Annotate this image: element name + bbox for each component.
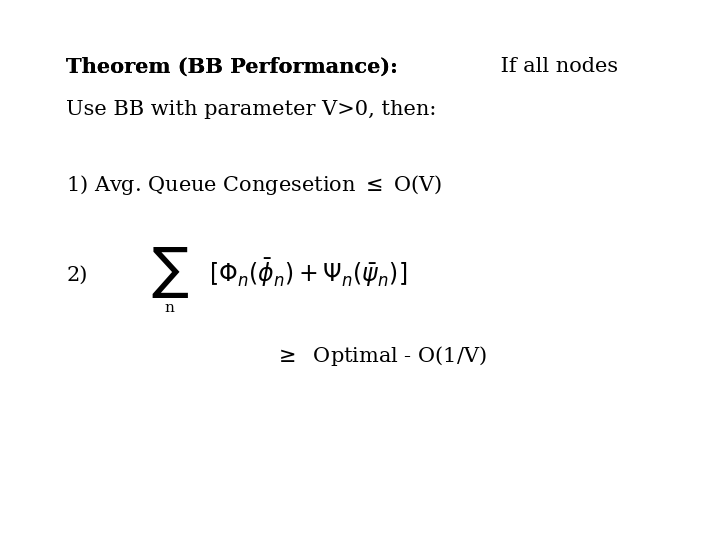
- Text: $\geq$  Optimal - O(1/V): $\geq$ Optimal - O(1/V): [274, 345, 487, 368]
- Text: Use BB with parameter V>0, then:: Use BB with parameter V>0, then:: [66, 100, 436, 119]
- Text: 1) Avg. Queue Congesetion $\leq$ O(V): 1) Avg. Queue Congesetion $\leq$ O(V): [66, 173, 443, 197]
- Text: n: n: [164, 301, 174, 315]
- Text: If all nodes: If all nodes: [495, 57, 618, 76]
- Text: Theorem (BB Performance):: Theorem (BB Performance):: [66, 57, 398, 77]
- Text: Theorem (BB Performance): If all nodes: Theorem (BB Performance): If all nodes: [66, 57, 487, 76]
- Text: $[ \Phi_n(\bar{\phi}_n) + \Psi_n(\bar{\psi}_n) ]$: $[ \Phi_n(\bar{\phi}_n) + \Psi_n(\bar{\p…: [209, 256, 407, 289]
- Text: $\sum$: $\sum$: [151, 245, 189, 300]
- Text: Theorem (BB Performance):: Theorem (BB Performance):: [66, 57, 398, 77]
- Text: 2): 2): [66, 266, 88, 285]
